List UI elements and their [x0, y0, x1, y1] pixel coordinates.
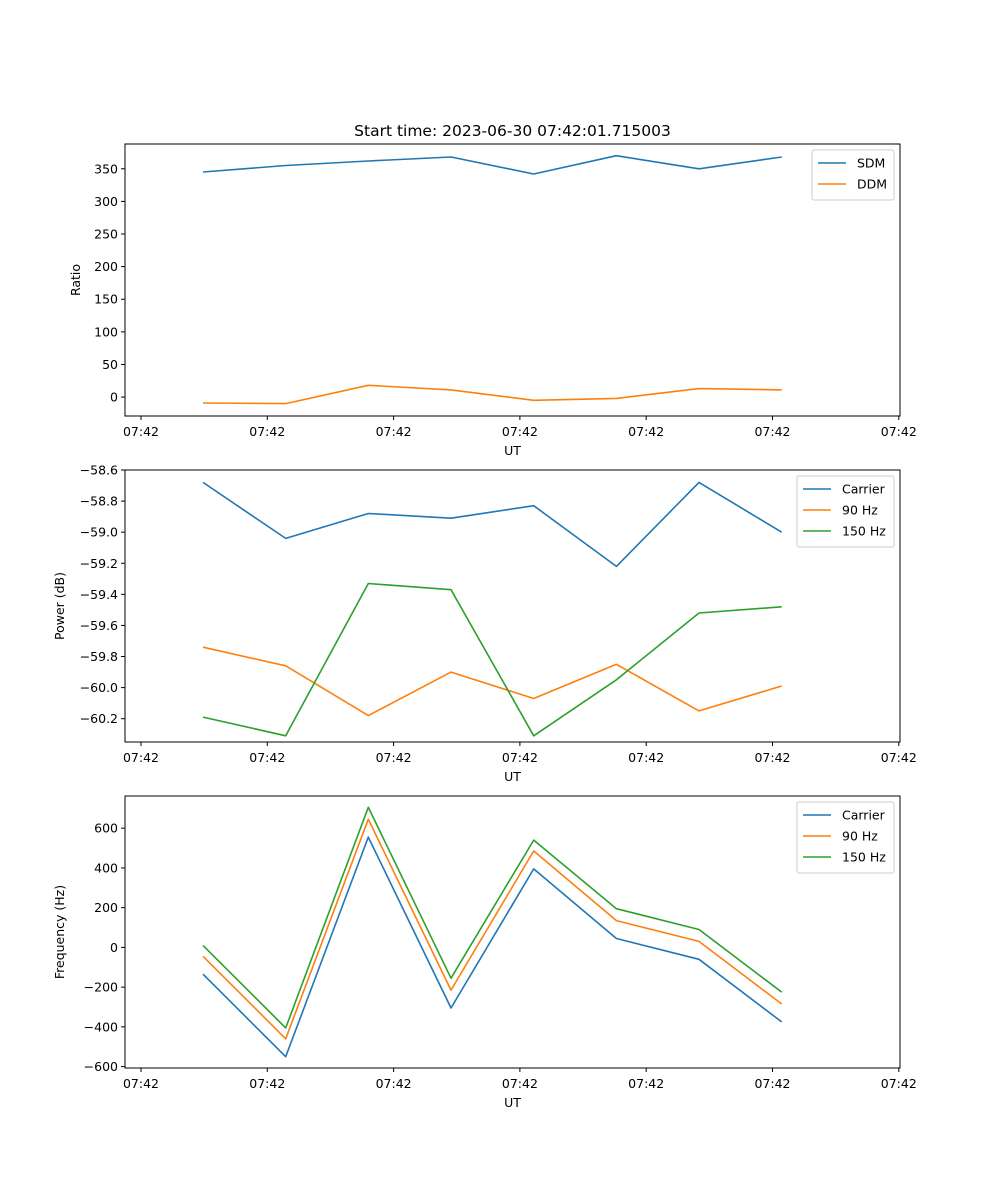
chart-3-legend-label: 90 Hz — [842, 829, 878, 844]
chart-3-legend-label: 150 Hz — [842, 850, 886, 865]
chart-3-legend-label: Carrier — [842, 808, 886, 823]
chart-3-x-tick-label: 07:42 — [502, 1076, 538, 1091]
chart-3-series-90-hz-line — [202, 818, 783, 1040]
chart-1-series-sdm-line — [202, 154, 782, 175]
chart-3-y-tick-label: 0 — [110, 940, 118, 955]
chart-1-y-tick-label: 100 — [94, 324, 118, 339]
chart-2-y-tick-label: −59.2 — [80, 556, 118, 571]
chart-1-y-tick-label: 0 — [110, 390, 118, 405]
chart-2-x-tick-label: 07:42 — [628, 750, 664, 765]
chart-1-legend-label: SDM — [857, 156, 885, 171]
chart-2-y-tick-label: −59.6 — [80, 618, 118, 633]
chart-2-y-tick-label: −59.0 — [80, 525, 118, 540]
chart-1-legend-label: DDM — [857, 177, 887, 192]
chart-2-y-tick-label: −59.4 — [80, 587, 118, 602]
chart-3-x-tick-label: 07:42 — [881, 1076, 917, 1091]
chart-3-series-150-hz-line — [202, 806, 783, 1029]
chart-3-y-tick-label: 600 — [94, 821, 118, 836]
chart-1-x-axis-label: UT — [504, 443, 521, 458]
chart-2-legend-label: 90 Hz — [842, 503, 878, 518]
figure-title: Start time: 2023-06-30 07:42:01.715003 — [354, 122, 671, 140]
chart-3-y-tick-label: −200 — [84, 980, 118, 995]
chart-1-x-tick-label: 07:42 — [123, 424, 159, 439]
chart-1-axes-frame — [124, 143, 901, 417]
chart-3-y-tick-label: 400 — [94, 860, 118, 875]
chart-1-x-tick-label: 07:42 — [249, 424, 285, 439]
chart-2-series-150-hz-line — [202, 582, 782, 737]
chart-2-x-tick-label: 07:42 — [502, 750, 538, 765]
chart-2-y-tick-label: −60.2 — [80, 711, 118, 726]
chart-1-x-tick-label: 07:42 — [502, 424, 538, 439]
chart-2-x-tick-label: 07:42 — [249, 750, 285, 765]
chart-2-x-tick-label: 07:42 — [376, 750, 412, 765]
chart-2-series-90-hz-line — [202, 646, 782, 717]
chart-2-y-axis-label: Power (dB) — [52, 572, 67, 640]
chart-2-y-tick-label: −60.0 — [80, 680, 118, 695]
chart-3-x-tick-label: 07:42 — [249, 1076, 285, 1091]
chart-1-x-tick-label: 07:42 — [376, 424, 412, 439]
chart-3-y-tick-label: 200 — [94, 900, 118, 915]
chart-3-axes-frame — [124, 795, 901, 1069]
chart-2-legend-label: 150 Hz — [842, 524, 886, 539]
chart-3-y-axis-label: Frequency (Hz) — [52, 885, 67, 979]
chart-3-legend — [796, 801, 895, 874]
chart-2-x-tick-label: 07:42 — [881, 750, 917, 765]
chart-3-y-tick-label: −600 — [84, 1059, 118, 1074]
chart-2-y-tick-label: −58.8 — [80, 494, 118, 509]
chart-3-x-tick-label: 07:42 — [123, 1076, 159, 1091]
chart-1-series-ddm-line — [202, 384, 782, 405]
chart-1-y-axis-label: Ratio — [68, 264, 83, 296]
chart-2-x-axis-label: UT — [504, 769, 521, 784]
chart-1-y-tick-label: 50 — [102, 357, 118, 372]
chart-1-x-tick-label: 07:42 — [881, 424, 917, 439]
chart-1-y-tick-label: 300 — [94, 194, 118, 209]
chart-2-legend — [796, 475, 895, 548]
chart-1-x-tick-label: 07:42 — [754, 424, 790, 439]
chart-3-x-tick-label: 07:42 — [628, 1076, 664, 1091]
chart-2-legend-label: Carrier — [842, 482, 886, 497]
chart-2-axes-frame — [124, 469, 901, 743]
chart-3-y-tick-label: −400 — [84, 1019, 118, 1034]
chart-3-series-carrier-line — [202, 836, 783, 1058]
chart-2-y-tick-label: −58.6 — [80, 463, 118, 478]
chart-1-y-tick-label: 200 — [94, 259, 118, 274]
chart-3-x-tick-label: 07:42 — [376, 1076, 412, 1091]
chart-2-y-tick-label: −59.8 — [80, 649, 118, 664]
chart-2-x-tick-label: 07:42 — [123, 750, 159, 765]
chart-2-series-carrier-line — [202, 481, 783, 568]
chart-1-y-tick-label: 250 — [94, 227, 118, 242]
chart-3-x-tick-label: 07:42 — [754, 1076, 790, 1091]
chart-1-y-tick-label: 150 — [94, 292, 118, 307]
chart-3-x-axis-label: UT — [504, 1095, 521, 1110]
chart-2-x-tick-label: 07:42 — [754, 750, 790, 765]
chart-1-y-tick-label: 350 — [94, 161, 118, 176]
chart-1-x-tick-label: 07:42 — [628, 424, 664, 439]
